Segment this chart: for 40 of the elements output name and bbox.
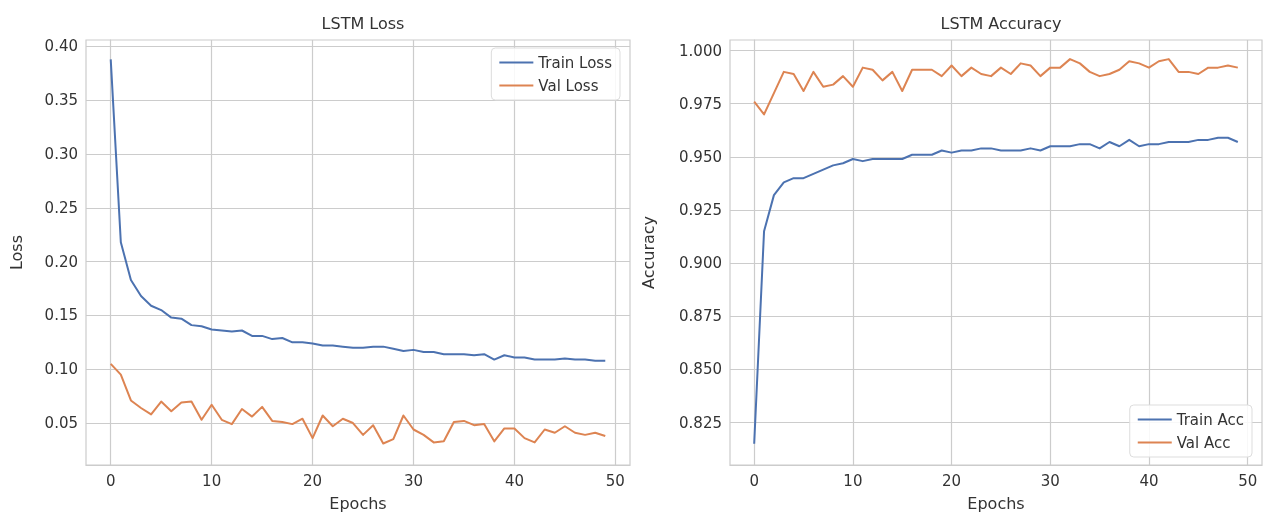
y-tick-label: 0.875: [679, 307, 722, 326]
legend-label: Val Loss: [538, 76, 599, 95]
y-tick-label: 0.950: [679, 147, 722, 166]
x-tick-label: 20: [303, 471, 323, 490]
chart-title: LSTM Accuracy: [940, 13, 1062, 33]
y-tick-label: 0.35: [44, 91, 78, 110]
x-tick-label: 20: [942, 471, 962, 490]
y-tick-label: 1.000: [679, 41, 722, 60]
y-tick-label: 0.05: [44, 414, 78, 433]
chart-title: LSTM Loss: [321, 13, 405, 33]
x-axis-title: Epochs: [967, 493, 1025, 513]
x-tick-label: 40: [1139, 471, 1159, 490]
x-tick-label: 10: [202, 471, 222, 490]
x-tick-label: 0: [105, 471, 116, 490]
y-tick-label: 0.40: [44, 37, 78, 56]
y-tick-label: 0.10: [44, 360, 78, 379]
y-tick-label: 0.850: [679, 360, 722, 379]
y-tick-label: 0.20: [44, 252, 78, 271]
x-tick-label: 0: [749, 471, 759, 490]
y-tick-label: 0.15: [44, 306, 78, 325]
x-tick-label: 10: [843, 471, 863, 490]
legend-label: Val Acc: [1176, 433, 1231, 452]
x-tick-label: 30: [403, 471, 424, 490]
y-tick-label: 0.825: [679, 413, 722, 432]
x-tick-label: 50: [1238, 471, 1258, 490]
x-tick-label: 50: [605, 471, 625, 490]
legend-label: Train Loss: [537, 53, 613, 72]
x-axis-title: Epochs: [329, 493, 387, 513]
line-series: [753, 58, 1239, 116]
y-tick-label: 0.925: [679, 201, 722, 219]
line-series: [109, 362, 607, 445]
y-axis-title: Accuracy: [638, 215, 658, 290]
x-tick-label: 30: [1040, 471, 1060, 490]
legend-label: Train Acc: [1175, 410, 1245, 429]
y-tick-label: 0.25: [44, 198, 78, 217]
y-tick-label: 0.975: [679, 94, 722, 113]
y-tick-label: 0.30: [44, 145, 78, 164]
y-axis-title: Loss: [6, 234, 26, 271]
x-tick-label: 40: [504, 471, 524, 490]
y-tick-label: 0.900: [679, 254, 722, 273]
